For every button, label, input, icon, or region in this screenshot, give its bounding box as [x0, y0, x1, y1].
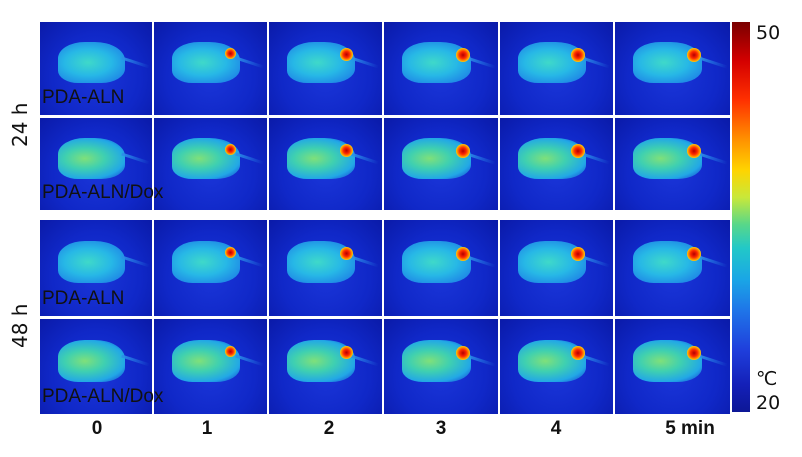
tumor-hotspot — [571, 345, 586, 360]
tumor-hotspot — [340, 143, 354, 157]
mouse-tail — [698, 255, 728, 268]
tumor-hotspot — [455, 246, 470, 261]
tumor-hotspot — [687, 345, 702, 360]
thermal-image-cell — [615, 22, 730, 115]
tumor-hotspot — [455, 143, 470, 158]
tumor-hotspot — [225, 48, 237, 60]
thermal-image-cell — [500, 22, 613, 115]
tumor-hotspot — [340, 48, 354, 62]
mouse-tail — [581, 152, 611, 165]
mouse-tail — [235, 354, 265, 367]
sample-label: PDA-ALN/Dox — [42, 182, 164, 203]
temperature-color-bar — [732, 22, 750, 412]
x-tick: 3 — [435, 418, 447, 439]
tumor-hotspot — [571, 48, 586, 63]
sample-label: PDA-ALN/Dox — [42, 386, 164, 407]
tumor-hotspot — [571, 246, 586, 261]
tumor-hotspot — [687, 48, 702, 63]
mouse-tail — [698, 354, 728, 367]
block-24h: PDA-ALN PDA-ALN/Dox — [40, 22, 730, 210]
x-tick: 1 — [201, 418, 213, 439]
color-bar-max-label: 50 — [756, 22, 781, 44]
mouse-tail — [581, 354, 611, 367]
time-label-24h: 24 h — [8, 102, 32, 147]
thermal-image-cell — [500, 319, 613, 414]
mouse-tail — [350, 56, 380, 69]
thermal-image-cell — [384, 118, 498, 210]
tumor-hotspot — [455, 345, 470, 360]
thermal-image-cell — [154, 319, 267, 414]
thermal-image-cell — [40, 319, 152, 414]
tumor-hotspot — [687, 246, 702, 261]
tumor-hotspot — [340, 246, 354, 260]
mouse-tail — [235, 56, 265, 69]
thermal-image-cell — [154, 220, 267, 316]
color-bar-unit-label: ℃ — [756, 368, 778, 390]
tumor-hotspot — [571, 143, 586, 158]
thermal-image-cell — [40, 118, 152, 210]
thermal-image-cell — [269, 319, 382, 414]
mouse-tail — [235, 152, 265, 165]
thermal-row: PDA-ALN — [40, 22, 730, 115]
thermal-image-grid: PDA-ALN PDA-ALN/Dox PDA-ALN PDA-ALN/Dox — [40, 22, 730, 414]
thermal-image-cell — [500, 220, 613, 316]
thermal-image-cell — [384, 22, 498, 115]
mouse-thermal-silhouette — [57, 241, 126, 284]
mouse-thermal-silhouette — [57, 339, 126, 382]
thermal-image-cell — [615, 319, 730, 414]
thermal-image-cell — [154, 22, 267, 115]
mouse-tail — [466, 56, 496, 69]
mouse-tail — [350, 255, 380, 268]
thermal-row: PDA-ALN/Dox — [40, 118, 730, 210]
thermal-image-cell — [40, 22, 152, 115]
thermal-image-cell — [154, 118, 267, 210]
block-48h: PDA-ALN PDA-ALN/Dox — [40, 220, 730, 414]
mouse-tail — [466, 255, 496, 268]
thermal-image-cell — [269, 118, 382, 210]
tumor-hotspot — [225, 345, 237, 357]
x-tick: 4 — [550, 418, 562, 439]
tumor-hotspot — [455, 48, 470, 63]
mouse-tail — [120, 56, 150, 69]
time-label-48h: 48 h — [8, 303, 32, 348]
mouse-tail — [581, 255, 611, 268]
thermal-image-cell — [269, 22, 382, 115]
mouse-tail — [466, 354, 496, 367]
mouse-thermal-silhouette — [57, 138, 126, 179]
x-tick: 5 min — [665, 418, 715, 439]
thermal-image-cell — [269, 220, 382, 316]
thermal-row: PDA-ALN — [40, 220, 730, 316]
mouse-tail — [235, 255, 265, 268]
thermal-image-cell — [500, 118, 613, 210]
mouse-tail — [120, 255, 150, 268]
mouse-tail — [350, 152, 380, 165]
x-tick: 0 — [91, 418, 103, 439]
thermal-image-cell — [615, 118, 730, 210]
thermal-image-cell — [615, 220, 730, 316]
mouse-tail — [698, 56, 728, 69]
mouse-tail — [350, 354, 380, 367]
x-tick: 2 — [323, 418, 335, 439]
sample-label: PDA-ALN — [42, 87, 125, 108]
mouse-tail — [120, 354, 150, 367]
thermal-image-cell — [40, 220, 152, 316]
thermal-image-cell — [384, 319, 498, 414]
tumor-hotspot — [225, 143, 237, 155]
mouse-tail — [466, 152, 496, 165]
mouse-tail — [698, 152, 728, 165]
mouse-tail — [120, 152, 150, 165]
tumor-hotspot — [340, 345, 354, 359]
sample-label: PDA-ALN — [42, 288, 125, 309]
color-bar-min-label: 20 — [756, 392, 781, 414]
mouse-thermal-silhouette — [57, 42, 126, 84]
mouse-tail — [581, 56, 611, 69]
thermal-image-cell — [384, 220, 498, 316]
tumor-hotspot — [687, 143, 702, 158]
thermal-row: PDA-ALN/Dox — [40, 319, 730, 414]
tumor-hotspot — [225, 246, 237, 258]
